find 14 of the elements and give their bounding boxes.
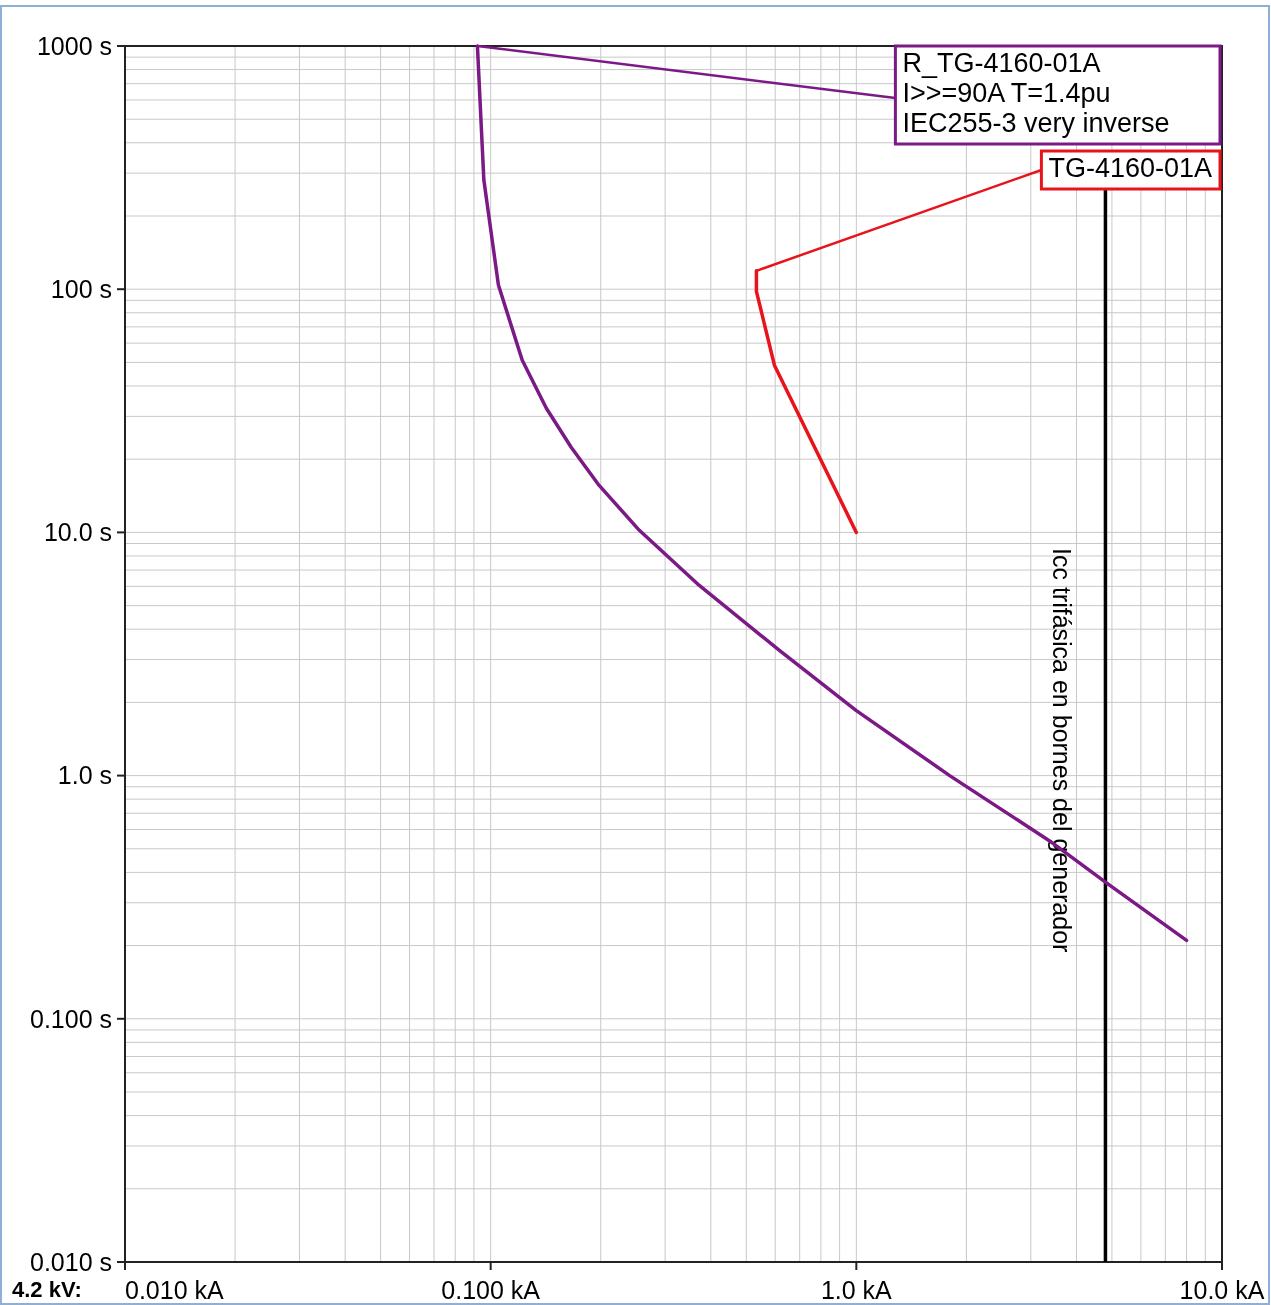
x-tick-label: 0.010 kA <box>125 1276 225 1304</box>
annotation: R_TG-4160-01A I>>=90A T=1.4pu IEC255-3 very inverse <box>902 48 1170 138</box>
y-tick-label: 1000 s <box>36 31 112 60</box>
y-tick-label: 0.010 s <box>29 1247 112 1276</box>
y-tick-label: 0.100 s <box>29 1004 112 1033</box>
y-tick-label: 100 s <box>50 274 112 303</box>
y-tick-label: 1.0 s <box>57 761 112 790</box>
text: 4.2 kV: <box>12 1277 82 1302</box>
ref-line-label: Icc trifásica en bornes del generador <box>1048 548 1077 953</box>
y-tick-label: 10.0 s <box>43 518 112 547</box>
annotation: TG-4160-01A <box>1048 153 1212 183</box>
x-tick-label: 10.0 kA <box>1179 1276 1265 1304</box>
x-tick-label: 0.100 kA <box>441 1276 541 1304</box>
x-tick-label: 1.0 kA <box>820 1276 893 1304</box>
